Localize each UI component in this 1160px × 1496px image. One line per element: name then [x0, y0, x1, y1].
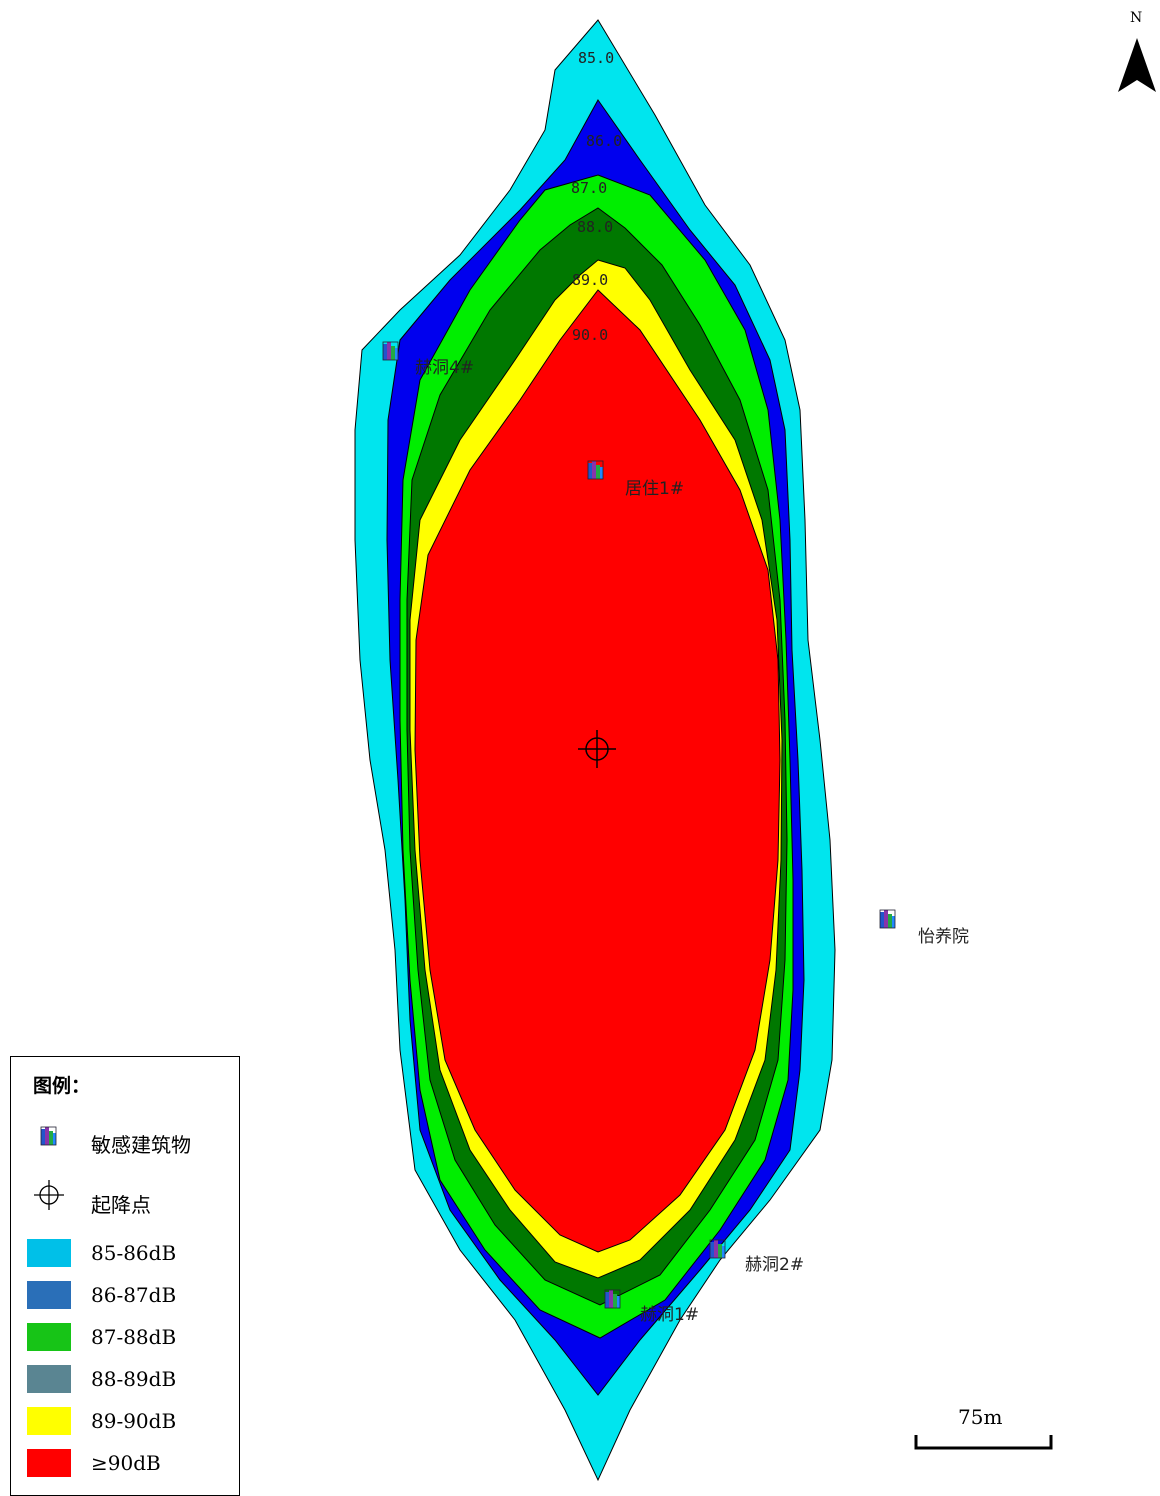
legend-swatch	[27, 1239, 71, 1267]
legend-swatch	[27, 1449, 71, 1477]
legend-label: 85-86dB	[91, 1241, 177, 1265]
legend-swatch	[27, 1281, 71, 1309]
building-icon	[879, 909, 896, 929]
contour-label-89: 89.0	[572, 271, 608, 289]
north-arrow-icon	[1118, 38, 1156, 92]
legend-item-range: 89-90dB	[11, 1403, 239, 1439]
contour-label-90: 90.0	[572, 326, 608, 344]
legend-label: 起降点	[91, 1193, 151, 1217]
contour-label-86: 86.0	[586, 132, 622, 150]
scale-label: 75m	[958, 1405, 1003, 1429]
legend-label: 87-88dB	[91, 1325, 177, 1349]
legend-label: 敏感建筑物	[91, 1133, 191, 1157]
legend-item-crosshair: 起降点	[11, 1180, 239, 1219]
crosshair-icon	[578, 730, 616, 768]
legend-item-range: 85-86dB	[11, 1235, 239, 1271]
contour-label-88: 88.0	[577, 218, 613, 236]
building-label: 居住1#	[625, 479, 684, 499]
legend-item-range: 88-89dB	[11, 1361, 239, 1397]
scale-bar: 75m	[912, 1400, 1057, 1460]
contour-90	[414, 289, 781, 1253]
legend-label: 86-87dB	[91, 1283, 177, 1307]
crosshair-icon	[34, 1180, 64, 1210]
contour-label-85: 85.0	[578, 49, 614, 67]
scale-bar-icon	[914, 1435, 1053, 1450]
contour-label-87: 87.0	[571, 179, 607, 197]
building-label: 赫洞1#	[640, 1305, 699, 1325]
legend-swatch	[27, 1407, 71, 1435]
building-icon	[40, 1126, 57, 1146]
building-label: 怡养院	[918, 927, 969, 947]
north-arrow: N	[1114, 10, 1160, 100]
legend-item-building: 敏感建筑物	[11, 1123, 239, 1159]
legend-swatch	[27, 1365, 71, 1393]
legend-title: 图例：	[33, 1075, 91, 1097]
legend: 图例： 敏感建筑物 起降点 85-86dB 86-87dB 87-88dB 88-89…	[10, 1056, 240, 1496]
building-label: 赫洞2#	[745, 1255, 804, 1275]
legend-label: 89-90dB	[91, 1409, 177, 1433]
building-label: 赫洞4#	[415, 358, 474, 378]
legend-label: 88-89dB	[91, 1367, 177, 1391]
legend-item-range: 87-88dB	[11, 1319, 239, 1355]
legend-item-range: ≥90dB	[11, 1445, 239, 1481]
north-label: N	[1130, 10, 1143, 26]
legend-label: ≥90dB	[91, 1451, 161, 1475]
legend-swatch	[27, 1323, 71, 1351]
legend-item-range: 86-87dB	[11, 1277, 239, 1313]
